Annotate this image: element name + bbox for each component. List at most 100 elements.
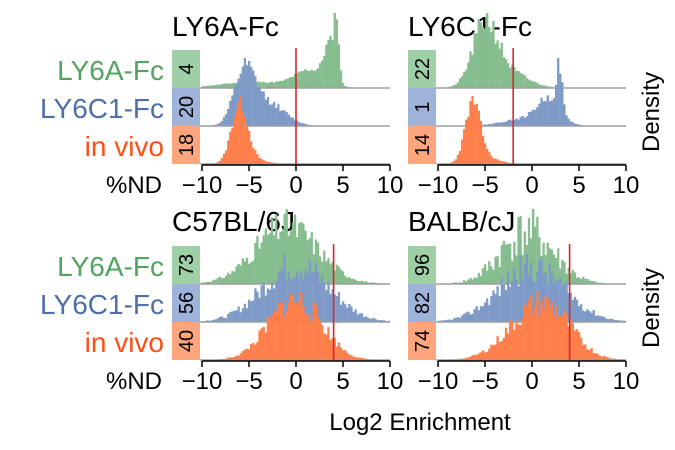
histogram-bar [327, 39, 330, 88]
histogram-bar [321, 60, 324, 88]
histogram-bar [471, 96, 474, 164]
histogram-bar [202, 85, 205, 88]
histogram-bar [291, 76, 295, 88]
histogram-bar [494, 158, 497, 164]
histogram-bar [469, 101, 472, 164]
histogram-bar [356, 314, 359, 322]
histogram-bar [444, 320, 447, 322]
histogram-bar [287, 302, 290, 360]
histogram-bar [367, 317, 370, 322]
histogram-bar [260, 82, 263, 88]
histogram-bar [527, 217, 531, 284]
histogram-bar [500, 245, 503, 284]
histogram-bar [283, 79, 286, 88]
histogram-bar [546, 95, 549, 126]
histogram-bar [250, 301, 253, 322]
nd-percent-label: 74 [412, 330, 434, 352]
histogram-bar [268, 317, 272, 360]
histogram-bar [239, 96, 242, 164]
histogram-bar [548, 101, 551, 126]
nd-percent-label: 4 [176, 63, 198, 74]
histogram-bar [224, 358, 228, 360]
row-label: LY6A-Fc [57, 251, 164, 282]
histogram-bar [557, 317, 560, 360]
histogram-bar [596, 353, 600, 360]
histogram-bar [279, 111, 282, 126]
histogram-bar [218, 317, 221, 322]
histogram-bar [550, 273, 554, 322]
histogram-bar [279, 80, 282, 88]
histogram-bar [300, 71, 303, 88]
histogram-bar [323, 333, 326, 360]
histogram-bar [473, 33, 476, 88]
histogram-bar [247, 60, 251, 127]
histogram-bar [479, 120, 483, 164]
histogram-bar [584, 278, 587, 284]
histogram-bar [273, 310, 276, 360]
histogram-bar [352, 311, 355, 322]
histogram-bar [379, 319, 382, 322]
histogram-bar [450, 319, 453, 322]
histogram-bar [550, 249, 554, 284]
histogram-bar [479, 352, 483, 360]
histogram-bar [291, 117, 295, 126]
histogram-bar [266, 97, 270, 126]
histogram-bar [536, 82, 539, 88]
histogram-bar [509, 286, 512, 322]
histogram-bar [327, 327, 330, 360]
histogram-bar [270, 217, 274, 284]
histogram-bar [567, 118, 570, 126]
x-tick-label: −5 [471, 368, 498, 395]
x-tick-label: 5 [572, 172, 585, 199]
histogram-bar [254, 242, 257, 284]
histogram-bar [483, 143, 487, 164]
histogram-bar [302, 306, 305, 360]
histogram-bar [321, 274, 324, 322]
histogram-bar [486, 270, 489, 284]
histogram-bar [216, 318, 219, 322]
histogram-bar [577, 277, 581, 284]
histogram-bar [504, 244, 508, 284]
histogram-bar [293, 120, 297, 126]
histogram-bar [490, 344, 493, 360]
row-label: LY6C1-Fc [40, 93, 164, 124]
nd-box [408, 246, 436, 284]
histogram-bar [573, 296, 577, 322]
x-tick-label: −5 [471, 172, 498, 199]
histogram-bar [575, 277, 579, 284]
histogram-bar [285, 112, 288, 126]
histogram-bar [594, 281, 597, 284]
histogram-bar [559, 277, 562, 322]
histogram-bar [377, 320, 380, 322]
histogram-bar [481, 306, 485, 322]
histogram-bar [231, 83, 234, 88]
histogram-bar [266, 316, 270, 360]
histogram-bar [456, 317, 460, 322]
histogram-bar [471, 355, 474, 360]
x-tick-label: −10 [418, 172, 459, 199]
histogram-bar [511, 260, 514, 284]
histogram-bar [554, 84, 558, 126]
histogram-bar [486, 148, 489, 164]
histogram-bar [337, 292, 341, 322]
histogram-bar [218, 122, 221, 126]
histogram-bar [525, 306, 529, 360]
histogram-bar [544, 254, 547, 284]
histogram-bar [582, 276, 585, 284]
histogram-bar [352, 356, 355, 360]
histogram-bar [542, 101, 545, 126]
histogram-bar [339, 269, 343, 284]
histogram-bar [310, 69, 313, 88]
histogram-bar [302, 123, 305, 126]
histogram-bar [270, 282, 274, 322]
histogram-bar [243, 303, 247, 322]
histogram-bar [588, 311, 591, 322]
histogram-bar [254, 76, 257, 126]
histogram-bar [540, 299, 543, 360]
histogram-bar [268, 82, 272, 88]
histogram-bar [224, 317, 228, 322]
histogram-bar [454, 317, 457, 322]
histogram-bar [285, 78, 288, 88]
histogram-bar [270, 81, 274, 88]
histogram-bar [233, 86, 236, 126]
